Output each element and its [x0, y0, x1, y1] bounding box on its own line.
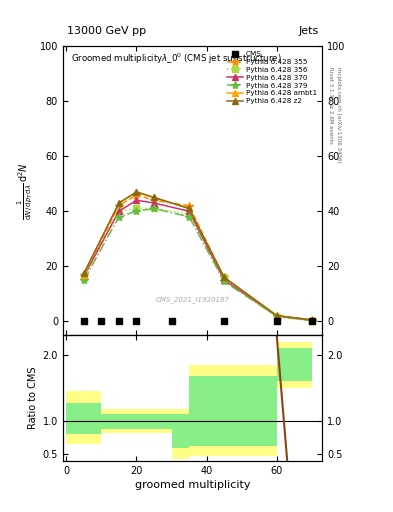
- Pythia 6.428 z2: [82, 270, 86, 276]
- Pythia 6.428 ambt1: [274, 312, 279, 318]
- Pythia 6.428 370: [82, 273, 86, 279]
- Pythia 6.428 355: [187, 203, 191, 209]
- Pythia 6.428 ambt1: [222, 274, 226, 281]
- CMS: [99, 318, 104, 325]
- Pythia 6.428 370: [134, 197, 139, 203]
- Pythia 6.428 379: [152, 205, 156, 211]
- Text: Groomed multiplicity$\lambda\_0^0$ (CMS jet substructure): Groomed multiplicity$\lambda\_0^0$ (CMS …: [71, 52, 281, 66]
- Line: Pythia 6.428 z2: Pythia 6.428 z2: [81, 189, 314, 323]
- Legend: CMS, Pythia 6.428 355, Pythia 6.428 356, Pythia 6.428 370, Pythia 6.428 379, Pyt: CMS, Pythia 6.428 355, Pythia 6.428 356,…: [226, 50, 319, 106]
- Pythia 6.428 ambt1: [152, 195, 156, 201]
- Text: Jets: Jets: [298, 26, 318, 36]
- Pythia 6.428 370: [187, 208, 191, 215]
- Pythia 6.428 z2: [187, 205, 191, 211]
- Line: Pythia 6.428 355: Pythia 6.428 355: [80, 190, 316, 324]
- Pythia 6.428 z2: [134, 189, 139, 195]
- Line: CMS: CMS: [81, 318, 315, 325]
- Pythia 6.428 379: [82, 277, 86, 283]
- Line: Pythia 6.428 356: Pythia 6.428 356: [81, 206, 314, 323]
- Pythia 6.428 z2: [152, 195, 156, 201]
- Text: 13000 GeV pp: 13000 GeV pp: [67, 26, 146, 36]
- Line: Pythia 6.428 370: Pythia 6.428 370: [81, 198, 314, 323]
- Pythia 6.428 356: [117, 208, 121, 215]
- Pythia 6.428 356: [274, 314, 279, 321]
- Pythia 6.428 z2: [222, 274, 226, 281]
- Text: Rivet 3.1.10, ≥ 2.6M events: Rivet 3.1.10, ≥ 2.6M events: [328, 67, 333, 143]
- Pythia 6.428 ambt1: [309, 317, 314, 323]
- Pythia 6.428 356: [134, 205, 139, 211]
- Pythia 6.428 355: [134, 191, 139, 198]
- CMS: [134, 318, 139, 325]
- Line: Pythia 6.428 ambt1: Pythia 6.428 ambt1: [81, 189, 314, 323]
- Pythia 6.428 379: [117, 214, 121, 220]
- Pythia 6.428 370: [117, 208, 121, 215]
- Pythia 6.428 ambt1: [187, 205, 191, 211]
- Pythia 6.428 379: [134, 208, 139, 215]
- Pythia 6.428 356: [309, 317, 314, 324]
- Pythia 6.428 356: [222, 274, 226, 281]
- Pythia 6.428 370: [152, 200, 156, 206]
- Pythia 6.428 379: [187, 214, 191, 220]
- Pythia 6.428 356: [82, 274, 86, 281]
- Pythia 6.428 370: [274, 313, 279, 319]
- Pythia 6.428 ambt1: [82, 271, 86, 278]
- Pythia 6.428 370: [222, 277, 226, 283]
- CMS: [82, 318, 86, 325]
- Pythia 6.428 355: [222, 274, 226, 281]
- Pythia 6.428 370: [309, 317, 314, 324]
- Y-axis label: $\frac{1}{\mathrm{d}N\,/\,\mathrm{d}p_T\,\mathrm{d}\lambda}\,\mathrm{d}^2N$: $\frac{1}{\mathrm{d}N\,/\,\mathrm{d}p_T\…: [16, 162, 35, 220]
- CMS: [274, 318, 279, 325]
- CMS: [169, 318, 174, 325]
- Pythia 6.428 379: [309, 317, 314, 324]
- CMS: [222, 318, 226, 325]
- Pythia 6.428 355: [309, 317, 314, 323]
- Pythia 6.428 355: [274, 313, 279, 319]
- Pythia 6.428 356: [152, 205, 156, 211]
- X-axis label: groomed multiplicity: groomed multiplicity: [135, 480, 250, 490]
- CMS: [117, 318, 121, 325]
- Line: Pythia 6.428 379: Pythia 6.428 379: [80, 204, 316, 325]
- CMS: [309, 318, 314, 325]
- Pythia 6.428 z2: [274, 312, 279, 318]
- Pythia 6.428 ambt1: [134, 189, 139, 195]
- Pythia 6.428 356: [187, 211, 191, 217]
- Pythia 6.428 379: [274, 313, 279, 319]
- Text: CMS_2021_I1920187: CMS_2021_I1920187: [156, 296, 230, 303]
- Text: mcplots.cern.ch [arXiv:1306.3436]: mcplots.cern.ch [arXiv:1306.3436]: [336, 67, 341, 162]
- Pythia 6.428 z2: [309, 317, 314, 323]
- Pythia 6.428 355: [82, 271, 86, 278]
- Pythia 6.428 ambt1: [117, 200, 121, 206]
- Pythia 6.428 355: [152, 197, 156, 203]
- Pythia 6.428 z2: [117, 200, 121, 206]
- Pythia 6.428 355: [117, 203, 121, 209]
- Pythia 6.428 379: [222, 279, 226, 285]
- Y-axis label: Ratio to CMS: Ratio to CMS: [28, 367, 39, 429]
